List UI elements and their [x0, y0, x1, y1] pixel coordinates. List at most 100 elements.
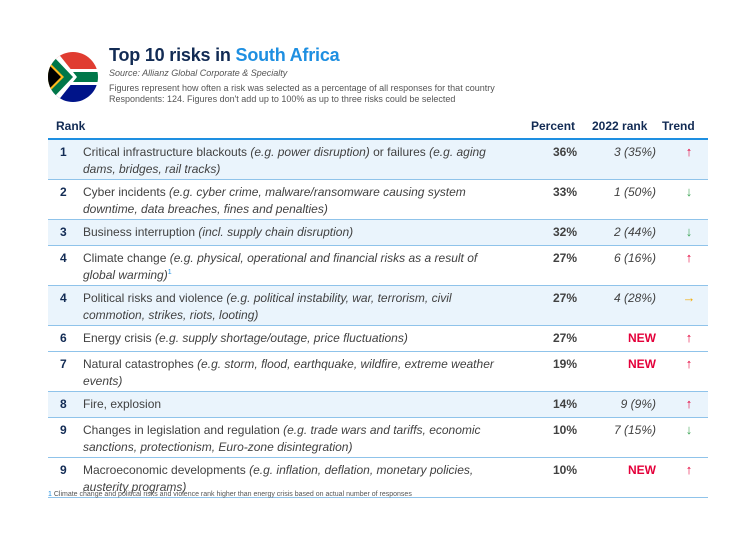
- trend-arrow-icon: ↓: [685, 224, 693, 239]
- table-row: 9 Changes in legislation and regulation (…: [48, 418, 708, 458]
- risk-cell: Critical infrastructure blackouts (e.g. …: [83, 144, 503, 178]
- rank-2022-cell: 2 (44%): [613, 225, 656, 239]
- rank-2022-cell: NEW: [628, 331, 656, 345]
- table-row: 4 Political risks and violence (e.g. poli…: [48, 286, 708, 326]
- description-line-2: Respondents: 124. Figures don't add up t…: [109, 94, 456, 104]
- rank-cell: 9: [60, 463, 67, 477]
- rank-cell: 4: [60, 291, 67, 305]
- risk-name: Energy crisis: [83, 331, 156, 345]
- risk-examples: (e.g. inflation, deflation, monetary pol…: [83, 463, 474, 494]
- footnote-number: 1: [48, 491, 52, 498]
- percent-cell: 36%: [553, 145, 578, 159]
- risk-cell: Cyber incidents (e.g. cyber crime, malwa…: [83, 184, 503, 218]
- trend-arrow-icon: ↓: [685, 184, 693, 199]
- risk-examples: (incl. supply chain disruption): [198, 225, 354, 239]
- risk-examples: (e.g. storm, flood, earthquake, wildfire…: [83, 357, 494, 388]
- risk-name: Changes in legislation and regulation: [83, 423, 284, 437]
- rank-2022-cell: 3 (35%): [613, 145, 656, 159]
- risk-cell: Business interruption (incl. supply chai…: [83, 224, 503, 241]
- risk-examples: (e.g. political instability, war, terror…: [83, 291, 452, 322]
- rank-cell: 2: [60, 185, 67, 199]
- description: Figures represent how often a risk was s…: [109, 83, 709, 105]
- table-row: 9 Macroeconomic developments (e.g. inflat…: [48, 458, 708, 498]
- trend-arrow-icon: ↑: [685, 462, 693, 477]
- table-header: Rank Percent 2022 rank Trend: [48, 118, 708, 140]
- page-title: Top 10 risks in South Africa: [109, 44, 709, 66]
- percent-cell: 27%: [553, 331, 578, 345]
- rank-cell: 3: [60, 225, 67, 239]
- rank-2022-cell: NEW: [628, 463, 656, 477]
- risk-name: Macroeconomic developments: [83, 463, 250, 477]
- rank-2022-cell: 9 (9%): [620, 397, 656, 411]
- risk-examples: (e.g. trade wars and tariffs, economic s…: [83, 423, 481, 454]
- table-row: 1 Critical infrastructure blackouts (e.g.…: [48, 140, 708, 180]
- risk-name: Climate change: [83, 251, 170, 265]
- percent-cell: 27%: [553, 251, 578, 265]
- risk-cell: Fire, explosion: [83, 396, 503, 413]
- table-row: 8 Fire, explosion 14% 9 (9%) ↑: [48, 392, 708, 418]
- trend-arrow-icon: ↑: [685, 356, 693, 371]
- rank-2022-cell: 1 (50%): [613, 185, 656, 199]
- risk-cell: Climate change (e.g. physical, operation…: [83, 250, 503, 284]
- column-header-trend: Trend: [662, 119, 695, 133]
- risk-cell: Political risks and violence (e.g. polit…: [83, 290, 503, 324]
- percent-cell: 32%: [553, 225, 578, 239]
- footnote: 1 Climate change and political risks and…: [48, 491, 412, 498]
- trend-arrow-icon: ↑: [685, 330, 693, 345]
- trend-arrow-icon: ↑: [685, 144, 693, 159]
- risk-cell: Natural catastrophes (e.g. storm, flood,…: [83, 356, 503, 390]
- description-line-1: Figures represent how often a risk was s…: [109, 83, 495, 93]
- percent-cell: 10%: [553, 463, 578, 477]
- risk-name: Fire, explosion: [83, 397, 162, 411]
- rank-2022-cell: 6 (16%): [613, 251, 656, 265]
- risk-examples: (e.g. supply shortage/outage, price fluc…: [155, 331, 408, 345]
- rank-cell: 4: [60, 251, 67, 265]
- table-row: 6 Energy crisis (e.g. supply shortage/out…: [48, 326, 708, 352]
- trend-arrow-icon: ↓: [685, 422, 693, 437]
- rank-2022-cell: 7 (15%): [613, 423, 656, 437]
- risk-name: Business interruption: [83, 225, 199, 239]
- table-row: 3 Business interruption (incl. supply cha…: [48, 220, 708, 246]
- percent-cell: 10%: [553, 423, 578, 437]
- risk-name: Natural catastrophes: [83, 357, 198, 371]
- trend-arrow-icon: ↑: [685, 396, 693, 411]
- risk-name: Cyber incidents: [83, 185, 170, 199]
- source-note: Source: Allianz Global Corporate & Speci…: [109, 68, 288, 78]
- risk-table: Rank Percent 2022 rank Trend 1 Critical i…: [48, 118, 708, 498]
- title-prefix: Top 10 risks in: [109, 45, 236, 65]
- rank-cell: 7: [60, 357, 67, 371]
- trend-arrow-icon: ↑: [685, 250, 693, 265]
- risk-cell: Energy crisis (e.g. supply shortage/outa…: [83, 330, 503, 347]
- south-africa-flag-icon: [48, 52, 98, 102]
- rank-2022-cell: 4 (28%): [613, 291, 656, 305]
- table-body: 1 Critical infrastructure blackouts (e.g.…: [48, 140, 708, 498]
- footnote-mark: 1: [167, 269, 172, 276]
- percent-cell: 14%: [553, 397, 578, 411]
- column-header-rank: Rank: [56, 119, 86, 133]
- risk-name: Political risks and violence: [83, 291, 227, 305]
- table-row: 4 Climate change (e.g. physical, operatio…: [48, 246, 708, 286]
- risk-name: Critical infrastructure blackouts: [83, 145, 251, 159]
- risk-examples-continued: (e.g. aging dams, bridges, rail tracks): [83, 145, 486, 176]
- percent-cell: 27%: [553, 291, 578, 305]
- risk-examples: (e.g. power disruption): [250, 145, 370, 159]
- risk-name-continued: or failures: [369, 145, 430, 159]
- risk-cell: Changes in legislation and regulation (e…: [83, 422, 503, 456]
- risk-cell: Macroeconomic developments (e.g. inflati…: [83, 462, 503, 496]
- percent-cell: 19%: [553, 357, 578, 371]
- rank-cell: 6: [60, 331, 67, 345]
- percent-cell: 33%: [553, 185, 578, 199]
- table-row: 2 Cyber incidents (e.g. cyber crime, malw…: [48, 180, 708, 220]
- trend-arrow-icon: →: [682, 290, 696, 305]
- footnote-text: Climate change and political risks and v…: [51, 491, 412, 498]
- rank-cell: 8: [60, 397, 67, 411]
- rank-2022-cell: NEW: [628, 357, 656, 371]
- header: Top 10 risks in South Africa Source: All…: [48, 44, 708, 110]
- rank-cell: 1: [60, 145, 67, 159]
- risk-examples: (e.g. cyber crime, malware/ransomware ca…: [83, 185, 466, 216]
- rank-cell: 9: [60, 423, 67, 437]
- table-row: 7 Natural catastrophes (e.g. storm, flood…: [48, 352, 708, 392]
- column-header-2022-rank: 2022 rank: [592, 119, 648, 133]
- risk-examples: (e.g. physical, operational and financia…: [83, 251, 478, 282]
- column-header-percent: Percent: [531, 119, 576, 133]
